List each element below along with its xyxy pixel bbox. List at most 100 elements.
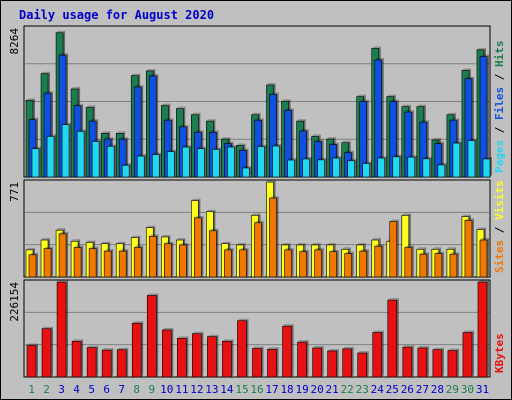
bar-pages-31-face bbox=[482, 158, 491, 178]
bar-kbytes-5-face bbox=[86, 347, 97, 378]
bar-kbytes-19-top bbox=[297, 340, 309, 343]
bar-kbytes-10-side bbox=[171, 327, 174, 377]
bar-kbytes-11-side bbox=[186, 336, 189, 377]
bar-kbytes-20-face bbox=[312, 347, 322, 378]
bar-hits-16-top bbox=[251, 112, 261, 115]
bar-kbytes-12-side bbox=[201, 331, 204, 377]
bar-visits-10-top bbox=[161, 234, 171, 237]
bar-pages-13-side bbox=[219, 147, 222, 177]
bar-kbytes-24-top bbox=[372, 330, 384, 333]
bar-kbytes-24-side bbox=[381, 330, 384, 377]
bar-kbytes-12-face bbox=[192, 333, 202, 378]
bar-sites-30-side bbox=[471, 218, 474, 277]
bar-sites-13 bbox=[209, 228, 219, 278]
x-tick-8: 8 bbox=[133, 383, 140, 396]
bar-files-26-top bbox=[404, 110, 414, 113]
bar-pages-19-side bbox=[309, 156, 312, 177]
bar-kbytes-23-face bbox=[357, 352, 368, 378]
bar-visits-19-top bbox=[296, 242, 306, 245]
bar-pages-15 bbox=[242, 165, 252, 178]
bar-kbytes-15-face bbox=[237, 320, 247, 378]
y-max-label-top: 8264 bbox=[8, 28, 21, 55]
bar-sites-24-face bbox=[374, 245, 383, 278]
bar-pages-26-side bbox=[414, 155, 417, 177]
bar-pages-1 bbox=[31, 146, 41, 178]
bar-pages-21-face bbox=[332, 157, 340, 178]
bar-sites-28 bbox=[434, 251, 444, 278]
bar-visits-5-top bbox=[86, 240, 96, 243]
bar-sites-27-side bbox=[426, 252, 429, 277]
bar-pages-31-side bbox=[489, 156, 492, 177]
bar-kbytes-28-side bbox=[441, 347, 444, 377]
x-tick-18: 18 bbox=[280, 383, 293, 396]
bar-pages-23-face bbox=[362, 163, 371, 178]
bar-sites-8-side bbox=[141, 245, 144, 277]
bar-sites-26-side bbox=[411, 245, 414, 277]
bar-pages-17-side bbox=[279, 143, 282, 177]
bar-files-23-top bbox=[359, 99, 369, 102]
bar-hits-3-top bbox=[56, 30, 66, 33]
bar-hits-21-top bbox=[326, 137, 336, 140]
bar-pages-2-face bbox=[46, 136, 55, 178]
bar-files-14-top bbox=[224, 141, 234, 144]
bar-pages-27-side bbox=[429, 156, 432, 177]
bar-hits-17-top bbox=[266, 83, 276, 86]
bar-pages-17-face bbox=[272, 145, 280, 178]
bar-sites-13-side bbox=[216, 228, 219, 277]
bar-visits-26-top bbox=[401, 213, 411, 216]
bar-pages-6-side bbox=[114, 144, 117, 177]
bar-visits-4-top bbox=[71, 239, 81, 242]
bar-pages-25-top bbox=[392, 154, 402, 157]
bar-kbytes-17-face bbox=[267, 348, 277, 378]
bar-pages-4-side bbox=[84, 129, 87, 177]
bar-files-4-top bbox=[74, 103, 84, 106]
bar-hits-6-top bbox=[101, 131, 111, 134]
bar-sites-20-side bbox=[321, 247, 324, 277]
bar-sites-10-top bbox=[164, 241, 174, 244]
bar-hits-29-top bbox=[446, 112, 456, 115]
legend-top: Pages / Files / Hits bbox=[493, 41, 506, 174]
bar-kbytes-2-side bbox=[51, 326, 54, 377]
bar-pages-13-face bbox=[212, 149, 220, 178]
bar-kbytes-16-side bbox=[261, 346, 264, 377]
bar-files-31-top bbox=[479, 54, 489, 57]
bar-files-31 bbox=[479, 54, 489, 178]
bar-sites-10-face bbox=[163, 243, 172, 278]
bar-kbytes-17 bbox=[267, 347, 279, 378]
bar-hits-13-top bbox=[206, 119, 216, 122]
bar-kbytes-22-face bbox=[342, 348, 352, 378]
bar-sites-5 bbox=[88, 246, 99, 278]
bar-sites-24-side bbox=[381, 244, 384, 277]
bar-sites-1-top bbox=[29, 252, 38, 255]
bar-sites-7 bbox=[118, 249, 129, 278]
bar-kbytes-6-face bbox=[101, 349, 112, 378]
bar-sites-11 bbox=[179, 242, 189, 278]
bar-files-7-top bbox=[119, 137, 129, 140]
bar-sites-21-side bbox=[336, 249, 339, 277]
bar-kbytes-25-top bbox=[387, 298, 399, 301]
bar-sites-11-top bbox=[179, 242, 189, 245]
bar-files-8-side bbox=[141, 85, 144, 177]
bar-files-20-top bbox=[314, 139, 324, 142]
bar-visits-7-top bbox=[116, 241, 126, 244]
bar-kbytes-6-top bbox=[102, 348, 114, 351]
bar-sites-16-top bbox=[254, 220, 264, 223]
bar-hits-1-top bbox=[26, 98, 35, 101]
x-tick-6: 6 bbox=[103, 383, 110, 396]
legend-bottom: KBytes bbox=[493, 333, 506, 373]
bar-sites-7-top bbox=[119, 249, 129, 252]
x-tick-5: 5 bbox=[88, 383, 95, 396]
bar-kbytes-3-top bbox=[57, 280, 69, 283]
bar-pages-28-top bbox=[437, 162, 447, 165]
bar-kbytes-30 bbox=[462, 330, 474, 378]
bar-files-23-side bbox=[366, 99, 369, 177]
bar-sites-24 bbox=[374, 244, 384, 278]
bar-pages-2-top bbox=[47, 134, 57, 137]
bar-files-29-top bbox=[449, 118, 459, 121]
x-tick-21: 21 bbox=[326, 383, 339, 396]
bar-pages-12-face bbox=[197, 148, 205, 178]
bar-sites-25-top bbox=[389, 219, 399, 222]
x-tick-19: 19 bbox=[295, 383, 308, 396]
bar-pages-24-top bbox=[377, 156, 387, 159]
bar-pages-11 bbox=[182, 145, 192, 178]
